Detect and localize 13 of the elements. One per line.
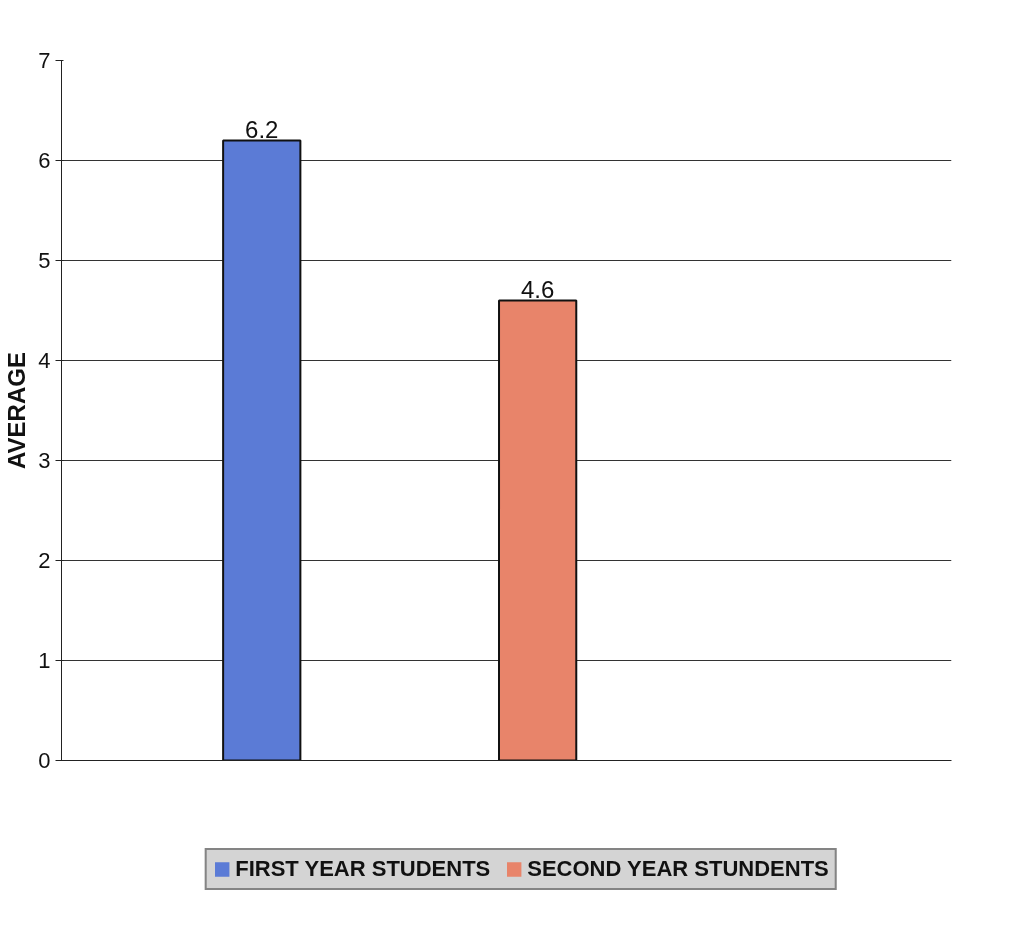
y-tick-label: 5 <box>38 248 51 273</box>
y-tick-label: 1 <box>38 648 51 673</box>
y-tick-label: 4 <box>38 348 51 373</box>
y-tick-label: 0 <box>38 748 51 773</box>
y-tick-label: 2 <box>38 548 51 573</box>
legend-label: SECOND YEAR STUNDENTS <box>527 856 829 882</box>
y-axis-title: AVERAGE <box>3 352 31 469</box>
legend-label: FIRST YEAR STUDENTS <box>235 856 491 882</box>
y-tick-label: 7 <box>38 48 51 73</box>
y-tick-label: 6 <box>38 148 51 173</box>
data-label: 4.6 <box>520 275 555 303</box>
data-label: 6.2 <box>245 115 279 143</box>
y-tick-label: 3 <box>38 448 51 473</box>
